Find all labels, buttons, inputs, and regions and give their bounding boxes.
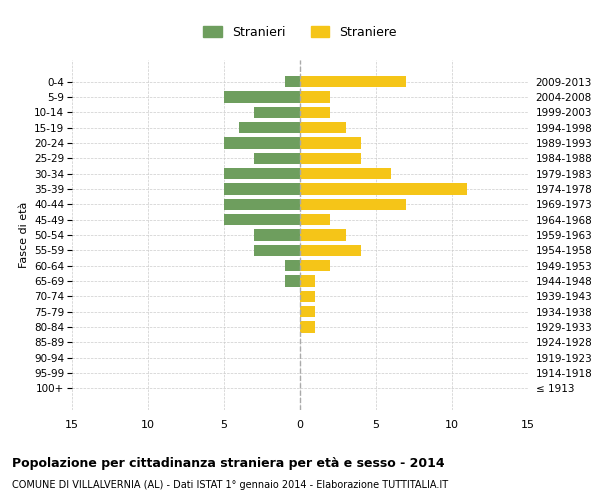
Bar bbox=[224, 168, 300, 179]
Bar bbox=[300, 91, 331, 102]
Bar bbox=[224, 198, 300, 210]
Bar bbox=[300, 260, 331, 272]
Bar bbox=[239, 122, 300, 134]
Y-axis label: Anni di nascita: Anni di nascita bbox=[598, 194, 600, 276]
Bar bbox=[285, 276, 300, 287]
Legend: Stranieri, Straniere: Stranieri, Straniere bbox=[198, 20, 402, 44]
Bar bbox=[300, 137, 361, 148]
Bar bbox=[300, 322, 315, 333]
Bar bbox=[300, 168, 391, 179]
Bar bbox=[254, 106, 300, 118]
Bar bbox=[224, 137, 300, 148]
Bar bbox=[300, 290, 315, 302]
Bar bbox=[300, 183, 467, 194]
Bar bbox=[300, 244, 361, 256]
Bar bbox=[254, 244, 300, 256]
Bar bbox=[224, 91, 300, 102]
Bar bbox=[300, 122, 346, 134]
Bar bbox=[300, 229, 346, 241]
Bar bbox=[224, 214, 300, 226]
Bar bbox=[300, 106, 331, 118]
Text: Popolazione per cittadinanza straniera per età e sesso - 2014: Popolazione per cittadinanza straniera p… bbox=[12, 458, 445, 470]
Bar bbox=[300, 76, 406, 88]
Bar bbox=[300, 198, 406, 210]
Bar bbox=[300, 276, 315, 287]
Bar bbox=[300, 152, 361, 164]
Bar bbox=[254, 152, 300, 164]
Bar bbox=[285, 76, 300, 88]
Bar bbox=[254, 229, 300, 241]
Bar bbox=[224, 183, 300, 194]
Y-axis label: Fasce di età: Fasce di età bbox=[19, 202, 29, 268]
Bar bbox=[300, 306, 315, 318]
Bar bbox=[285, 260, 300, 272]
Text: COMUNE DI VILLALVERNIA (AL) - Dati ISTAT 1° gennaio 2014 - Elaborazione TUTTITAL: COMUNE DI VILLALVERNIA (AL) - Dati ISTAT… bbox=[12, 480, 448, 490]
Bar bbox=[300, 214, 331, 226]
